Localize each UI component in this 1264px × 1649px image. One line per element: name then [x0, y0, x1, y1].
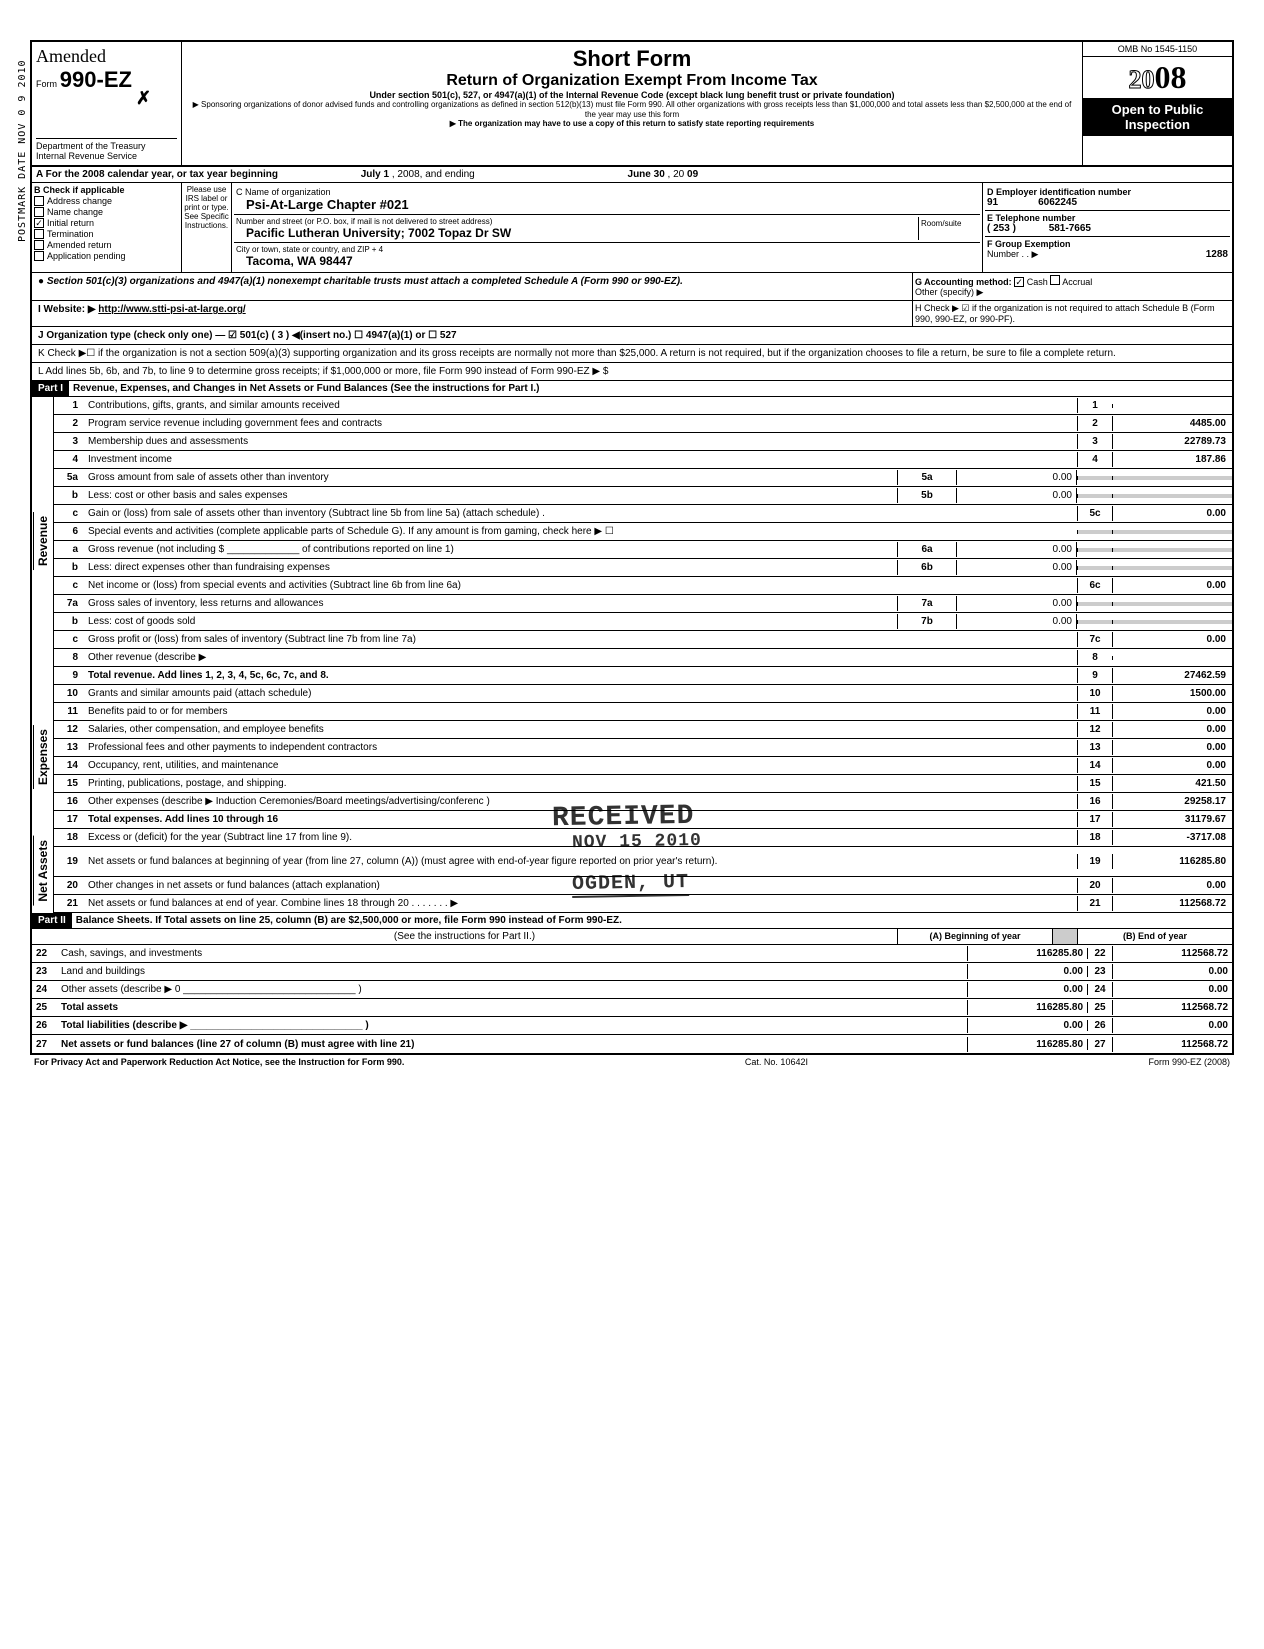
room-label: Room/suite [918, 217, 978, 240]
ogden-stamp: OGDEN, UT [572, 871, 689, 898]
ein1: 91 [987, 197, 998, 208]
footer-right: Form 990-EZ (2008) [1148, 1057, 1230, 1067]
e-label: E Telephone number [987, 213, 1228, 223]
sponsoring-text: ▶ Sponsoring organizations of donor advi… [186, 100, 1078, 119]
dept-treasury: Department of the Treasury [36, 141, 177, 151]
cb-termination[interactable] [34, 229, 44, 239]
other-specify: Other (specify) ▶ [915, 287, 983, 297]
cb-address[interactable] [34, 196, 44, 206]
c-label: C Name of organization [236, 187, 978, 197]
l-line: L Add lines 5b, 6b, and 7b, to line 9 to… [32, 363, 1232, 381]
satisfy-text: ▶ The organization may have to use a cop… [186, 119, 1078, 129]
k-check: K Check ▶☐ if the organization is not a … [32, 345, 1232, 363]
part2-label: Part II [32, 913, 72, 928]
g-label: G Accounting method: [915, 277, 1012, 287]
header-right: OMB No 1545-1150 20200808 Open to Public… [1082, 42, 1232, 165]
begin-date: July 1 [361, 169, 389, 180]
form-label: Form [36, 79, 57, 89]
irs-label: Internal Revenue Service [36, 151, 177, 161]
footer-left: For Privacy Act and Paperwork Reduction … [34, 1057, 404, 1067]
right-info: D Employer identification number 91 6062… [982, 183, 1232, 272]
yr-label: , 20 [668, 169, 685, 180]
yr-val: 09 [687, 169, 698, 180]
part1-title: Revenue, Expenses, and Changes in Net As… [69, 381, 543, 396]
part2-header: Part II Balance Sheets. If Total assets … [32, 913, 1232, 929]
title: Short Form [186, 46, 1078, 72]
netassets-vert: Net Assets [33, 836, 52, 906]
addr-label: Number and street (or P.O. box, if mail … [236, 217, 918, 226]
under-section: Under section 501(c), 527, or 4947(a)(1)… [186, 90, 1078, 100]
mid-text: , 2008, and ending [392, 169, 475, 180]
cb-pending[interactable] [34, 251, 44, 261]
website-url: http://www.stti-psi-at-large.org/ [98, 304, 245, 315]
f-label: F Group Exemption [987, 239, 1228, 249]
date-stamp: NOV 15 2010 [572, 831, 702, 853]
section-501-text: ● Section 501(c)(3) organizations and 49… [32, 273, 912, 300]
phone: 581-7665 [1049, 223, 1091, 234]
colA-header: (A) Beginning of year [897, 929, 1052, 944]
b-label: B Check if applicable [34, 185, 179, 195]
subtitle: Return of Organization Exempt From Incom… [186, 72, 1078, 90]
balance-header: (See the instructions for Part II.) (A) … [32, 929, 1232, 945]
omb-number: OMB No 1545-1150 [1083, 42, 1232, 57]
footer-mid: Cat. No. 10642I [745, 1057, 808, 1067]
form-990ez: POSTMARK DATE NOV 0 9 2010 Amended Form … [30, 40, 1234, 1055]
part2-title: Balance Sheets. If Total assets on line … [72, 913, 626, 928]
tax-year: 20200808 [1083, 57, 1232, 98]
cb-name[interactable] [34, 207, 44, 217]
org-info: C Name of organization Psi-At-Large Chap… [232, 183, 982, 272]
end-date: June 30 [628, 169, 665, 180]
expenses-vert: Expenses [33, 725, 52, 789]
label-instructions: Please use IRS label or print or type. S… [182, 183, 232, 272]
open-public: Open to Public Inspection [1083, 98, 1232, 136]
received-stamp: RECEIVED [552, 801, 695, 834]
h-check: H Check ▶ ☑ if the organization is not r… [915, 303, 1215, 324]
postmark-stamp: POSTMARK DATE NOV 0 9 2010 [17, 59, 28, 242]
footer: For Privacy Act and Paperwork Reduction … [30, 1055, 1234, 1069]
bcd-block: B Check if applicable Address change Nam… [32, 183, 1232, 273]
phone-area: ( 253 ) [987, 223, 1016, 234]
section-b: B Check if applicable Address change Nam… [32, 183, 182, 272]
f-sub: Number . . ▶ [987, 249, 1038, 260]
ein2: 6062245 [1038, 197, 1077, 208]
section-a-text: A For the 2008 calendar year, or tax yea… [36, 169, 278, 180]
part1-label: Part I [32, 381, 69, 396]
j-org-type: J Organization type (check only one) — ☑… [32, 327, 1232, 345]
part2-instructions: (See the instructions for Part II.) [32, 929, 897, 944]
org-city: Tacoma, WA 98447 [236, 254, 978, 268]
x-mark: ✗ [136, 88, 277, 109]
cb-initial[interactable]: ✓ [34, 218, 44, 228]
city-label: City or town, state or country, and ZIP … [236, 245, 978, 254]
org-address: Pacific Lutheran University; 7002 Topaz … [236, 226, 918, 240]
amended-handwritten: Amended [36, 46, 106, 66]
f-val: 1288 [1206, 249, 1228, 260]
colB-header: (B) End of year [1077, 929, 1232, 944]
header-left: Amended Form 990-EZ ✗ Department of the … [32, 42, 182, 165]
header: Amended Form 990-EZ ✗ Department of the … [32, 42, 1232, 167]
section-a-row: A For the 2008 calendar year, or tax yea… [32, 167, 1232, 183]
cb-amended[interactable] [34, 240, 44, 250]
org-name: Psi-At-Large Chapter #021 [236, 197, 978, 212]
revenue-section: Revenue 1Contributions, gifts, grants, a… [32, 397, 1232, 685]
cb-cash[interactable]: ✓ [1014, 277, 1024, 287]
d-label: D Employer identification number [987, 187, 1228, 197]
cb-accrual[interactable] [1050, 275, 1060, 285]
form-number: 990-EZ [60, 67, 132, 92]
section-501-row: ● Section 501(c)(3) organizations and 49… [32, 273, 1232, 301]
part1-header: Part I Revenue, Expenses, and Changes in… [32, 381, 1232, 397]
i-label: I Website: ▶ [38, 304, 96, 315]
revenue-vert: Revenue [33, 512, 52, 570]
website-row: I Website: ▶ http://www.stti-psi-at-larg… [32, 301, 1232, 327]
header-center: Short Form Return of Organization Exempt… [182, 42, 1082, 165]
